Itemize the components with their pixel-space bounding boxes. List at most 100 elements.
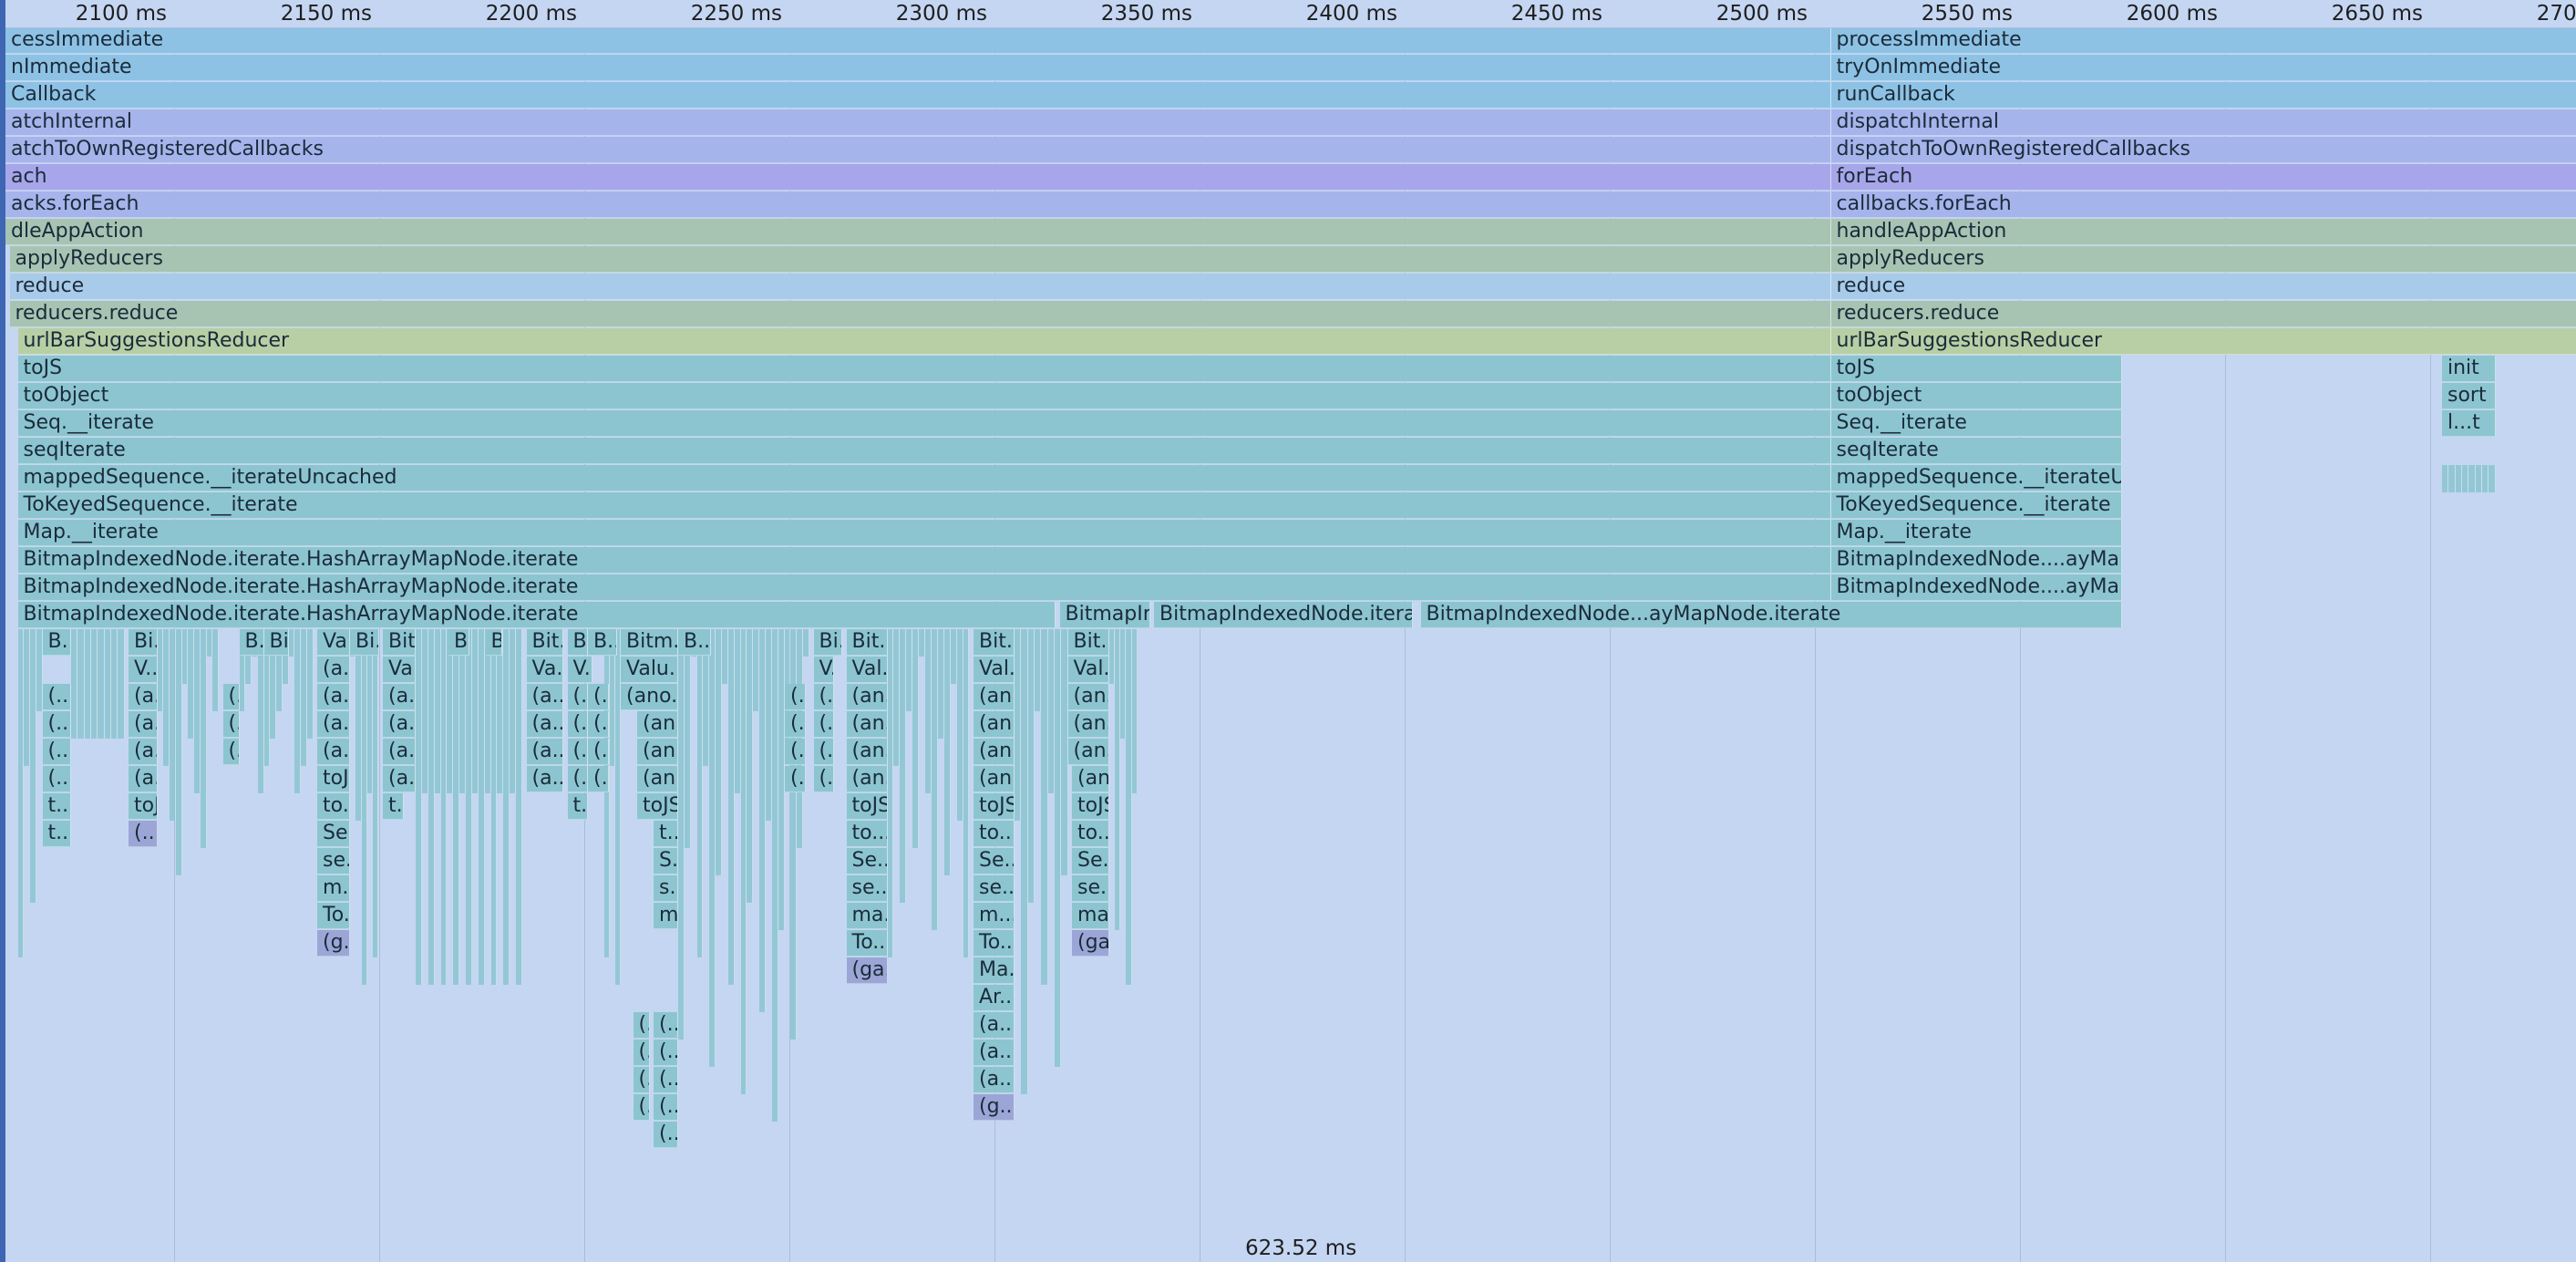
call-frame[interactable]: (...) bbox=[813, 739, 834, 765]
call-frame[interactable]: Ma...e bbox=[974, 957, 1015, 984]
call-frame[interactable]: (...) bbox=[813, 684, 834, 710]
call-frame[interactable]: To...te bbox=[846, 930, 888, 957]
call-frame[interactable]: toJS bbox=[974, 793, 1015, 820]
call-frame[interactable]: Bi...e bbox=[129, 629, 158, 656]
call-frame-sliver[interactable] bbox=[434, 629, 441, 793]
call-frame[interactable]: (...) bbox=[567, 711, 588, 738]
call-frame-sliver[interactable] bbox=[245, 629, 252, 684]
call-frame-sliver[interactable] bbox=[1034, 629, 1042, 711]
call-frame-sliver[interactable] bbox=[175, 629, 182, 875]
call-frame[interactable]: Bi...e bbox=[813, 629, 842, 656]
call-frame[interactable]: urlBarSuggestionsReducer bbox=[1830, 328, 2576, 355]
call-frame[interactable]: (...) bbox=[567, 766, 588, 792]
call-frame[interactable]: (... bbox=[633, 1067, 650, 1093]
call-frame-sliver[interactable] bbox=[678, 629, 685, 1040]
call-frame-sliver[interactable] bbox=[104, 629, 111, 739]
call-frame[interactable]: to...ct bbox=[846, 821, 888, 847]
call-frame[interactable]: Bit...te bbox=[383, 629, 416, 656]
call-frame[interactable]: (a...s) bbox=[974, 1040, 1015, 1066]
call-frame-sliver[interactable] bbox=[703, 629, 710, 766]
call-frame[interactable]: Map.__iterate bbox=[1830, 520, 2122, 546]
call-frame[interactable]: Bitm...rate bbox=[621, 629, 678, 656]
call-frame-sliver[interactable] bbox=[373, 629, 379, 957]
call-frame[interactable]: Ar...te bbox=[974, 985, 1015, 1011]
call-frame[interactable]: (an...s) bbox=[1072, 766, 1109, 792]
call-frame[interactable]: dleAppAction bbox=[5, 219, 1831, 245]
call-frame[interactable]: (a...s) bbox=[317, 657, 350, 683]
call-frame[interactable]: (... bbox=[785, 739, 806, 765]
call-frame[interactable]: V...e bbox=[129, 657, 158, 683]
call-frame-sliver[interactable] bbox=[71, 629, 78, 739]
call-frame[interactable]: Val...te bbox=[846, 657, 888, 683]
call-frame-sliver[interactable] bbox=[453, 629, 460, 985]
call-frame[interactable]: toJS bbox=[846, 793, 888, 820]
call-frame[interactable]: se...te bbox=[1072, 875, 1109, 902]
call-frame[interactable]: (... bbox=[588, 684, 609, 710]
call-frame[interactable]: mappedSequence.__iterateUncached bbox=[17, 465, 1831, 491]
call-frame-sliver[interactable] bbox=[2481, 465, 2489, 492]
call-frame-sliver[interactable] bbox=[727, 629, 735, 985]
call-frame[interactable]: Bi...te bbox=[350, 629, 379, 656]
call-frame[interactable]: B...e bbox=[42, 629, 71, 656]
call-frame[interactable]: (... bbox=[588, 739, 609, 765]
call-frame[interactable]: Se...e bbox=[317, 821, 350, 847]
call-frame-sliver[interactable] bbox=[2461, 465, 2469, 492]
call-frame[interactable]: (an...s) bbox=[1067, 711, 1109, 738]
call-frame[interactable]: m... bbox=[654, 903, 678, 929]
call-frame[interactable]: B...e bbox=[239, 629, 264, 656]
call-frame[interactable]: (a...s) bbox=[974, 1067, 1015, 1093]
call-frame[interactable]: (... bbox=[785, 684, 806, 710]
call-frame[interactable]: (an...s) bbox=[637, 711, 678, 738]
call-frame[interactable]: BitmapIn....iterate bbox=[1059, 602, 1150, 628]
call-frame-sliver[interactable] bbox=[110, 629, 118, 739]
call-frame-sliver[interactable] bbox=[98, 629, 105, 739]
call-frame-sliver[interactable] bbox=[497, 629, 504, 793]
call-frame[interactable]: (an...s) bbox=[1067, 684, 1109, 710]
call-frame[interactable]: m...d bbox=[974, 903, 1015, 929]
call-frame[interactable]: (... bbox=[222, 684, 240, 710]
call-frame-sliver[interactable] bbox=[740, 629, 747, 1094]
call-frame-sliver[interactable] bbox=[212, 629, 219, 711]
call-frame[interactable]: processImmediate bbox=[1830, 27, 2576, 54]
call-frame[interactable]: (a...s) bbox=[317, 711, 350, 738]
call-frame[interactable]: (ga...r) bbox=[1072, 930, 1109, 957]
call-frame[interactable]: Bit...ate bbox=[1067, 629, 1109, 656]
call-frame[interactable]: BitmapIndexedNode....ayMapNode.iterate bbox=[1830, 574, 2122, 601]
call-frame[interactable]: S... bbox=[654, 848, 678, 874]
call-frame[interactable]: toObject bbox=[17, 383, 1831, 409]
call-frame[interactable]: (...) bbox=[129, 821, 158, 847]
call-frame[interactable]: V... bbox=[567, 657, 592, 683]
call-frame[interactable]: to...ct bbox=[1072, 821, 1109, 847]
call-frame-sliver[interactable] bbox=[163, 629, 170, 766]
call-frame-sliver[interactable] bbox=[239, 629, 246, 711]
call-frame[interactable]: handleAppAction bbox=[1830, 219, 2576, 245]
call-frame-sliver[interactable] bbox=[416, 629, 422, 985]
call-frame[interactable]: (an...s) bbox=[846, 711, 888, 738]
call-frame[interactable]: ToKeyedSequence.__iterate bbox=[1830, 492, 2122, 519]
call-frame-sliver[interactable] bbox=[1041, 629, 1048, 985]
call-frame[interactable]: s...e bbox=[654, 875, 678, 902]
call-frame[interactable]: (...) bbox=[813, 766, 834, 792]
call-frame[interactable]: (a...s) bbox=[974, 1012, 1015, 1039]
call-frame[interactable]: (an...s) bbox=[637, 766, 678, 792]
call-frame-sliver[interactable] bbox=[753, 629, 760, 711]
call-frame[interactable]: (... bbox=[42, 684, 71, 710]
call-frame-sliver[interactable] bbox=[931, 629, 938, 930]
call-frame-sliver[interactable] bbox=[170, 629, 176, 821]
call-frame[interactable]: t...t bbox=[654, 821, 678, 847]
call-frame[interactable]: reduce bbox=[9, 274, 1831, 300]
call-frame-sliver[interactable] bbox=[1108, 629, 1115, 684]
call-frame[interactable]: to...ct bbox=[974, 821, 1015, 847]
call-frame-sliver[interactable] bbox=[270, 629, 276, 739]
call-frame-sliver[interactable] bbox=[471, 629, 479, 793]
call-frame[interactable]: init bbox=[2442, 356, 2496, 382]
call-frame-sliver[interactable] bbox=[490, 629, 498, 985]
call-frame[interactable]: tryOnImmediate bbox=[1830, 55, 2576, 81]
call-frame[interactable]: (... bbox=[588, 711, 609, 738]
call-frame[interactable]: V... bbox=[813, 657, 834, 683]
call-frame-sliver[interactable] bbox=[937, 629, 944, 739]
call-frame[interactable]: t... bbox=[567, 793, 588, 820]
call-frame-sliver[interactable] bbox=[478, 629, 485, 985]
call-frame-sliver[interactable] bbox=[510, 629, 517, 793]
